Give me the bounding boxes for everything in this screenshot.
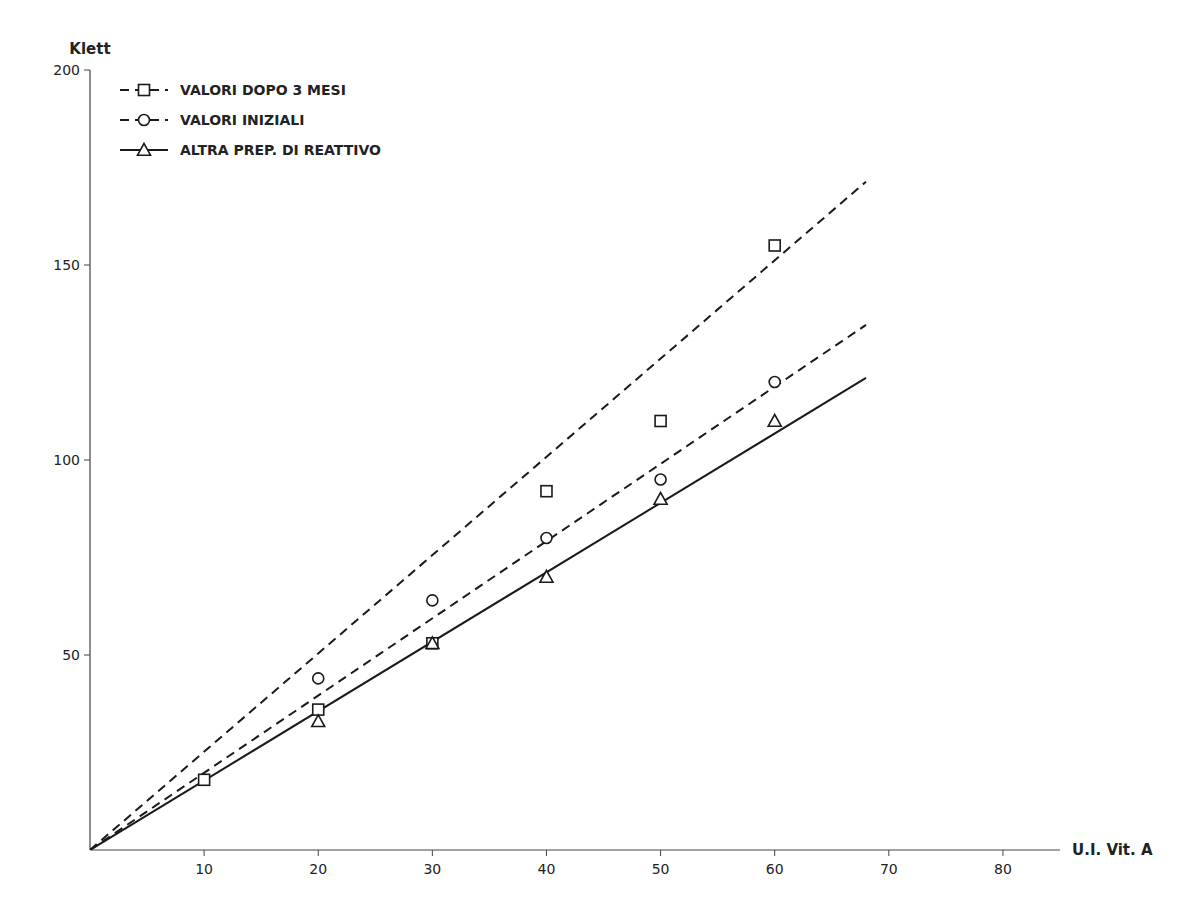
x-tick-label: 60 xyxy=(766,861,784,877)
point xyxy=(541,533,552,544)
y-tick xyxy=(84,265,90,266)
point xyxy=(654,493,667,505)
legend-label: VALORI INIZIALI xyxy=(180,112,304,128)
point xyxy=(769,240,780,251)
x-tick xyxy=(888,850,889,856)
y-tick-label: 50 xyxy=(62,647,80,663)
point xyxy=(312,715,325,727)
x-tick-label: 80 xyxy=(994,861,1012,877)
point xyxy=(313,673,324,684)
y-tick-label: 100 xyxy=(53,452,80,468)
x-tick-label: 20 xyxy=(309,861,327,877)
legend-label: ALTRA PREP. DI REATTIVO xyxy=(180,142,381,158)
point xyxy=(541,486,552,497)
point xyxy=(427,595,438,606)
x-tick xyxy=(204,850,205,856)
x-tick xyxy=(660,850,661,856)
x-tick xyxy=(1002,850,1003,856)
point xyxy=(655,474,666,485)
legend-marker xyxy=(139,115,150,126)
point xyxy=(768,415,781,427)
lines xyxy=(90,182,866,850)
fit-line xyxy=(90,378,866,850)
x-tick-label: 50 xyxy=(652,861,670,877)
x-tick-label: 70 xyxy=(880,861,898,877)
x-tick-label: 30 xyxy=(423,861,441,877)
fit-line xyxy=(90,325,866,850)
point xyxy=(426,637,439,649)
y-tick xyxy=(84,70,90,71)
point xyxy=(199,774,210,785)
x-tick xyxy=(546,850,547,856)
chart: 10 20 30 40 50 60 70 80 50 100 150 200 Klett U.I. Vit… xyxy=(0,0,1200,910)
x-tick xyxy=(318,850,319,856)
y-tick xyxy=(84,460,90,461)
x-axis-label: U.I. Vit. A xyxy=(1072,841,1153,859)
legend-marker xyxy=(139,85,150,96)
x-tick-label: 10 xyxy=(195,861,213,877)
y-tick-label: 150 xyxy=(53,257,80,273)
y-axis-label: Klett xyxy=(69,40,110,58)
fit-line xyxy=(90,182,866,850)
points xyxy=(199,240,782,785)
legend-label: VALORI DOPO 3 MESI xyxy=(180,82,346,98)
y-tick xyxy=(84,655,90,656)
point xyxy=(769,377,780,388)
x-tick-label: 40 xyxy=(538,861,556,877)
point xyxy=(427,638,438,649)
point xyxy=(655,416,666,427)
x-tick xyxy=(774,850,775,856)
x-axis-line xyxy=(90,849,1060,850)
legend-marker xyxy=(138,144,151,156)
y-tick-label: 200 xyxy=(53,62,80,78)
x-tick xyxy=(432,850,433,856)
point xyxy=(540,571,553,583)
legend: VALORI DOPO 3 MESI VALORI INIZIALI ALTRA P… xyxy=(120,82,381,158)
plot-area xyxy=(90,182,866,850)
